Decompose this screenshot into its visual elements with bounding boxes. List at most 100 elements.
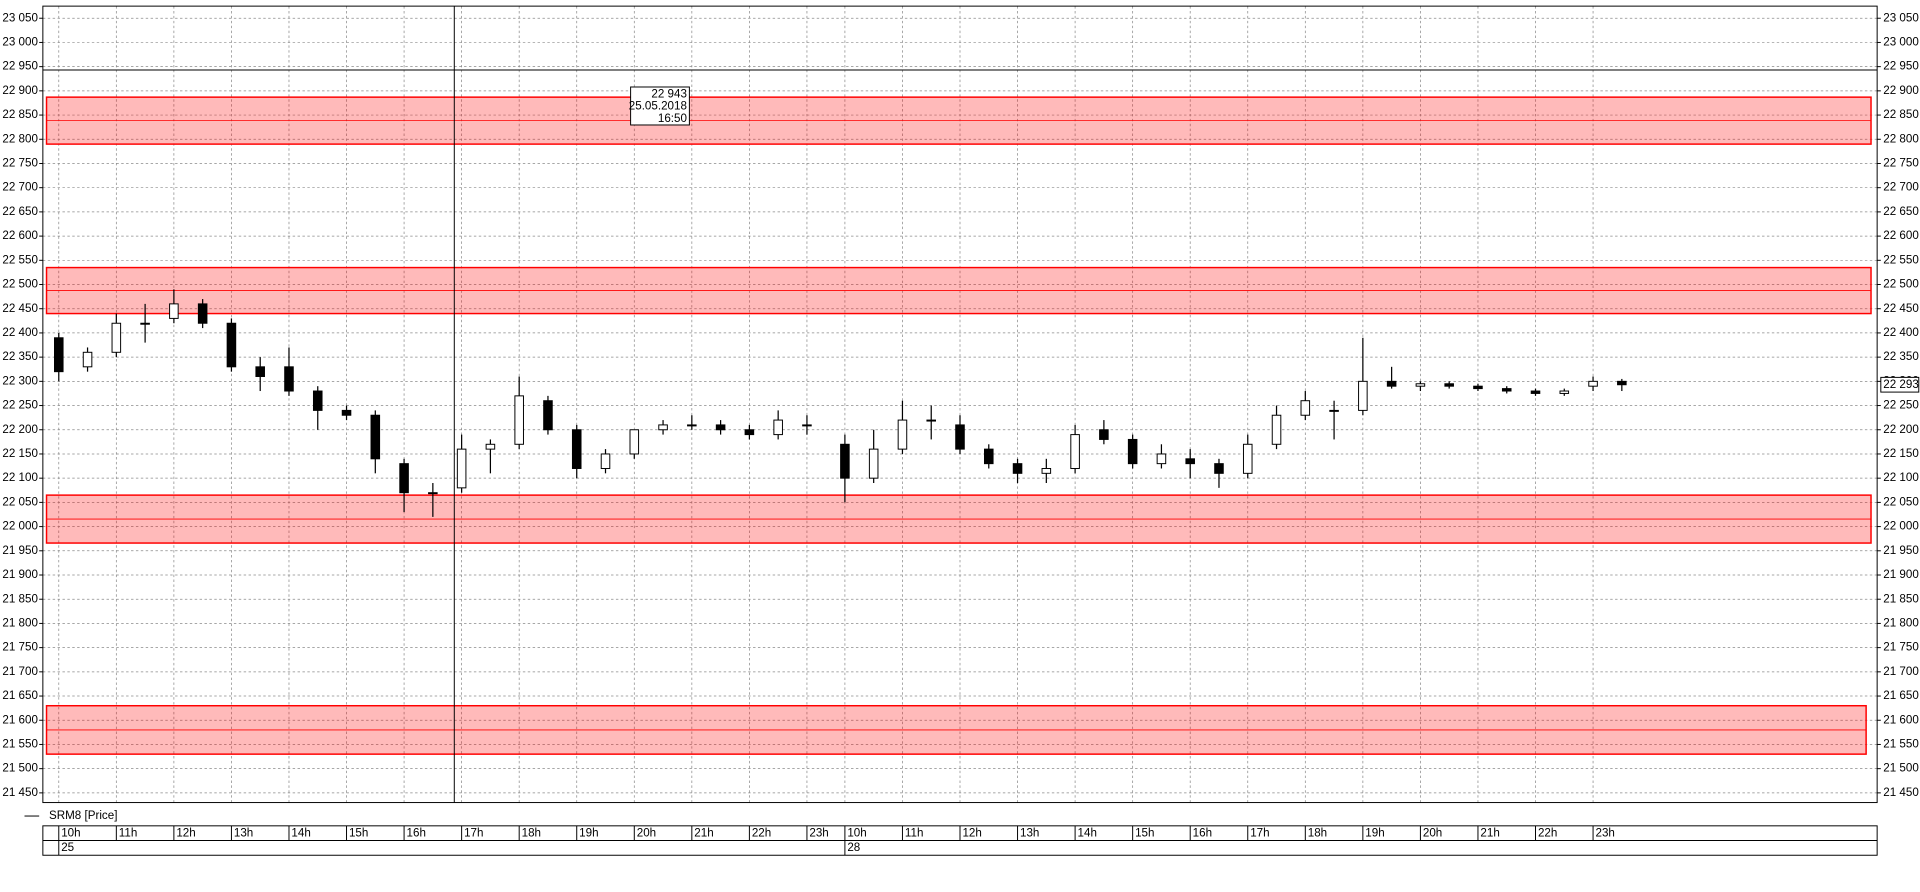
x-tick-label: 16h (407, 826, 426, 839)
zones (45, 96, 1872, 755)
y-tick-label: 21 450 (2, 786, 38, 799)
y-tick-label: 22 950 (2, 60, 38, 73)
candle-body (111, 322, 122, 353)
candle-body (600, 453, 611, 469)
candle-body (370, 414, 381, 460)
candle-body (629, 429, 640, 455)
y2-tick-label: 21 650 (1883, 689, 1919, 702)
candle-body (54, 337, 64, 373)
last-price-label: 22 293 (1883, 378, 1919, 391)
candle-body (1012, 463, 1023, 474)
x-tick-label: 20h (637, 826, 656, 839)
y2-tick-label: 22 450 (1883, 302, 1919, 315)
y2-tick-label: 22 150 (1883, 447, 1919, 460)
candle-body (140, 322, 150, 325)
candle-body (1329, 409, 1339, 412)
y2-tick-label: 22 200 (1883, 423, 1919, 436)
last-price-box (1880, 376, 1920, 393)
y-tick-label: 22 050 (2, 495, 38, 508)
candle-body (1617, 380, 1627, 386)
x-tick-label: 11h (119, 826, 138, 839)
x-tick-label: 18h (1308, 826, 1327, 839)
candle-body (82, 351, 93, 368)
y-tick-label: 22 300 (2, 374, 38, 387)
candle-body (1185, 458, 1195, 465)
x-tick-label: 23h (809, 826, 828, 839)
y-tick-label: 22 500 (2, 278, 38, 291)
y-tick-label: 21 950 (2, 544, 38, 557)
candle-body (802, 424, 812, 427)
y-tick-label: 22 650 (2, 205, 38, 218)
candle-body (1214, 463, 1224, 474)
x-tick-label: 18h (522, 826, 541, 839)
y-tick-label: 21 800 (2, 616, 38, 629)
y-tick-label: 22 850 (2, 108, 38, 121)
y2-tick-label: 21 550 (1883, 738, 1919, 751)
y-tick-label: 22 100 (2, 471, 38, 484)
y2-tick-label: 21 500 (1883, 762, 1919, 775)
y-tick-label: 22 600 (2, 229, 38, 242)
candle-body (1127, 438, 1138, 465)
candle-body (1041, 468, 1052, 474)
candles (54, 289, 1627, 517)
candle-body (428, 492, 438, 495)
y-tick-label: 22 450 (2, 302, 38, 315)
candle-body (1242, 443, 1253, 474)
x-tick-label: 20h (1423, 826, 1442, 839)
candle-body (1501, 388, 1512, 392)
y2-tick-label: 22 750 (1883, 157, 1919, 170)
candle-body (744, 429, 755, 436)
tooltip-price: 22 943 (651, 87, 687, 100)
candle-body (255, 366, 265, 377)
x-tick-label: 15h (1135, 826, 1154, 839)
x-tick-label: 17h (1250, 826, 1269, 839)
candle-body (1386, 380, 1397, 387)
y-tick-label: 21 850 (2, 592, 38, 605)
y2-tick-label: 23 000 (1883, 36, 1919, 49)
candle-body (1530, 390, 1541, 394)
candle-body (773, 419, 783, 436)
day-label: 25 (61, 841, 74, 854)
y-tick-label: 21 900 (2, 568, 38, 581)
x-tick-label: 12h (176, 826, 195, 839)
candle-body (658, 424, 668, 431)
x-tick-label: 17h (464, 826, 483, 839)
y-tick-label: 21 700 (2, 665, 38, 678)
candle-body (226, 322, 237, 368)
candle-body (687, 424, 697, 427)
y2-tick-label: 21 600 (1883, 713, 1919, 726)
x-tick-label: 16h (1193, 826, 1212, 839)
x-tick-label: 10h (847, 826, 866, 839)
y2-tick-label: 21 850 (1883, 592, 1919, 605)
y2-tick-label: 22 850 (1883, 108, 1919, 121)
y-tick-label: 22 350 (2, 350, 38, 363)
legend-label: SRM8 [Price] (49, 809, 117, 822)
y2-tick-label: 22 600 (1883, 229, 1919, 242)
tooltip-time: 16:50 (658, 112, 688, 125)
x-tick-label: 11h (905, 826, 924, 839)
candle-body (312, 390, 323, 411)
x-tick-label: 19h (1365, 826, 1384, 839)
candle-body (1415, 383, 1426, 387)
y2-tick-label: 21 900 (1883, 568, 1919, 581)
candle-body (1444, 383, 1454, 387)
y2-tick-label: 22 050 (1883, 495, 1919, 508)
y2-tick-label: 23 050 (1883, 11, 1919, 24)
candle-body (955, 424, 965, 450)
x-tick-label: 22h (1538, 826, 1557, 839)
y-tick-label: 23 000 (2, 36, 38, 49)
y2-tick-label: 22 650 (1883, 205, 1919, 218)
tooltip-date: 25.05.2018 (629, 100, 687, 113)
y2-tick-label: 22 100 (1883, 471, 1919, 484)
candle-body (341, 409, 352, 416)
plot-frame (42, 5, 1878, 804)
y-tick-label: 22 750 (2, 157, 38, 170)
y2-tick-label: 22 500 (1883, 278, 1919, 291)
y2-tick-label: 22 900 (1883, 84, 1919, 97)
y-tick-label: 21 650 (2, 689, 38, 702)
y-tick-label: 22 250 (2, 399, 38, 412)
y2-tick-label: 22 550 (1883, 253, 1919, 266)
y2-tick-label: 21 950 (1883, 544, 1919, 557)
candle-body (399, 463, 409, 494)
